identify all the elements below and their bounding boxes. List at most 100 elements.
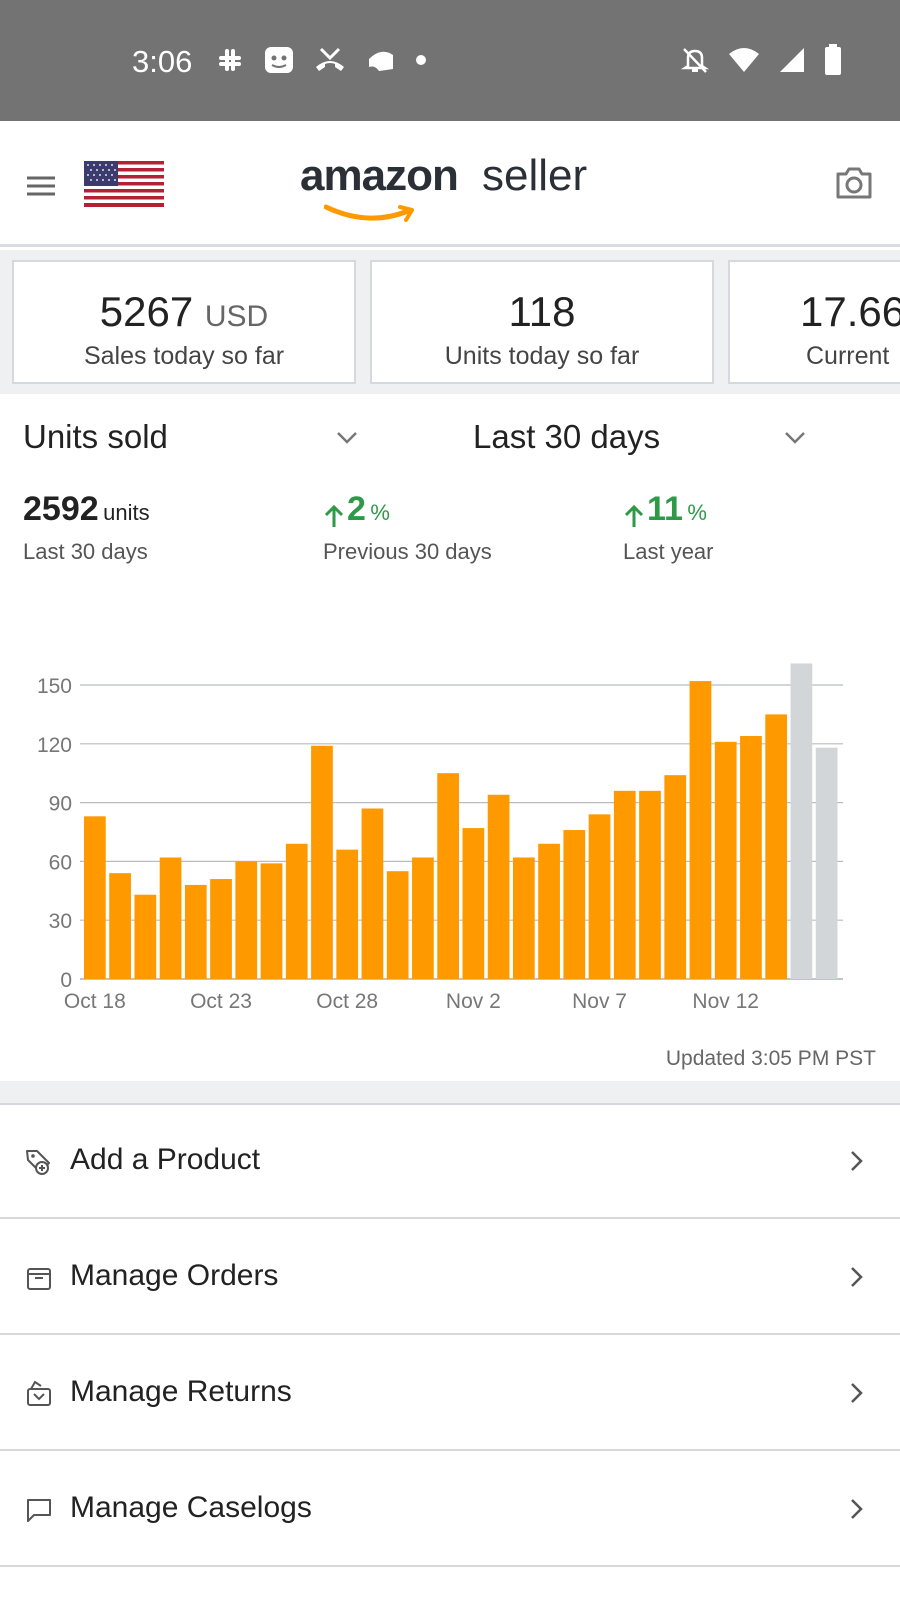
metric-dropdown[interactable]: Units sold bbox=[23, 418, 363, 468]
chevron-right-icon bbox=[851, 1499, 863, 1519]
stat-year-unit: % bbox=[687, 500, 707, 525]
kpi-sales-value: 5267 USD bbox=[99, 288, 269, 335]
menu-item-add-product[interactable]: Add a Product bbox=[0, 1105, 900, 1219]
chart-bar[interactable] bbox=[613, 790, 636, 979]
chart-bar[interactable] bbox=[664, 775, 687, 979]
kpi-units-label: Units today so far bbox=[444, 342, 640, 370]
chart-bar[interactable] bbox=[588, 814, 611, 979]
chart-bar[interactable] bbox=[210, 879, 232, 979]
chart-bar[interactable] bbox=[184, 884, 207, 979]
menu-icon[interactable] bbox=[24, 171, 58, 201]
x-tick-label: Nov 2 bbox=[446, 990, 501, 1013]
x-tick-label: Oct 28 bbox=[316, 990, 378, 1013]
amazon-seller-logo: amazon seller bbox=[300, 151, 610, 231]
chart-bar[interactable] bbox=[386, 871, 409, 979]
chart-bar[interactable] bbox=[412, 857, 434, 979]
battery-icon bbox=[824, 44, 842, 76]
kpi-units-value: 118 bbox=[508, 288, 576, 335]
us-flag-icon[interactable] bbox=[84, 161, 164, 207]
chevron-right-icon bbox=[851, 1151, 863, 1171]
range-dropdown[interactable]: Last 30 days bbox=[473, 418, 813, 468]
y-tick-label: 90 bbox=[49, 793, 72, 816]
menu-item-label: Manage Returns bbox=[70, 1375, 292, 1408]
camera-icon[interactable] bbox=[834, 165, 874, 201]
chart-bar[interactable] bbox=[765, 714, 788, 979]
y-tick-label: 0 bbox=[60, 969, 72, 992]
cloud-icon bbox=[365, 45, 397, 75]
status-time: 3:06 bbox=[132, 44, 193, 79]
chart-bar[interactable] bbox=[740, 735, 762, 979]
y-tick-label: 30 bbox=[49, 910, 72, 933]
stat-total-value: 2592 bbox=[23, 490, 99, 528]
notification-icons bbox=[215, 44, 427, 76]
chart-bar[interactable] bbox=[815, 747, 838, 979]
chart-bar[interactable] bbox=[512, 857, 535, 979]
menu-item-label: Manage Caselogs bbox=[70, 1491, 312, 1524]
stat-total-label: Last 30 days bbox=[23, 539, 148, 564]
chart-bar[interactable] bbox=[84, 816, 106, 979]
chart-bar[interactable] bbox=[159, 857, 182, 979]
chart-bar[interactable] bbox=[260, 863, 283, 979]
orders-box-icon bbox=[27, 1268, 51, 1290]
stat-total-unit: units bbox=[103, 500, 150, 525]
arrow-up-icon bbox=[624, 504, 644, 527]
y-tick-label: 120 bbox=[37, 734, 72, 757]
chart-bar[interactable] bbox=[285, 843, 308, 979]
chart-bar[interactable] bbox=[109, 873, 131, 979]
chevron-right-icon bbox=[851, 1383, 863, 1403]
updated-timestamp: Updated 3:05 PM PST bbox=[665, 1047, 876, 1070]
chart-bar[interactable] bbox=[639, 790, 661, 979]
chart-bar[interactable] bbox=[437, 773, 459, 979]
brand-amazon: amazon bbox=[300, 151, 459, 200]
menu-item-manage-caselogs[interactable]: Manage Caselogs bbox=[0, 1453, 900, 1567]
stat-previous-unit: % bbox=[370, 500, 390, 525]
stat-year-label: Last year bbox=[623, 539, 714, 564]
chart-bar[interactable] bbox=[361, 808, 384, 979]
stat-year-value: 11 bbox=[647, 490, 683, 528]
add-product-tag-icon bbox=[26, 1150, 50, 1175]
kpi-card-sales[interactable]: 5267 USD Sales today so far bbox=[12, 260, 356, 384]
stat-total-units: 2592 units Last 30 days bbox=[23, 490, 150, 565]
chart-bar[interactable] bbox=[790, 663, 813, 979]
kpi-current-value: 17.66 bbox=[800, 288, 900, 335]
bar-chart[interactable]: 0 30 60 90 120 150 Oct 18 Oct 23 Oct 28 Nov 2 Nov … bbox=[0, 640, 900, 1020]
chart-bar[interactable] bbox=[336, 849, 359, 979]
chart-bar[interactable] bbox=[462, 828, 485, 979]
chart-bar[interactable] bbox=[235, 861, 258, 979]
kpi-card-units[interactable]: 118 Units today so far bbox=[370, 260, 714, 384]
chart-bar[interactable] bbox=[714, 741, 737, 979]
range-dropdown-value: Last 30 days bbox=[473, 418, 661, 455]
kpi-card-current[interactable]: 17.66 Current bbox=[728, 260, 900, 384]
stat-last-year: 11 % Last year bbox=[623, 490, 714, 565]
chart-bar[interactable] bbox=[563, 830, 586, 979]
status-bar: 3:06 bbox=[0, 0, 900, 121]
caselog-chat-icon bbox=[27, 1499, 51, 1522]
chart-bar[interactable] bbox=[134, 894, 157, 979]
chevron-down-icon bbox=[785, 432, 805, 444]
missed-call-icon bbox=[313, 45, 347, 75]
section-divider bbox=[0, 1081, 900, 1105]
y-tick-label: 60 bbox=[49, 851, 72, 874]
x-tick-label: Nov 7 bbox=[572, 990, 627, 1013]
menu-item-manage-returns[interactable]: Manage Returns bbox=[0, 1337, 900, 1451]
kpi-strip[interactable]: 5267 USD Sales today so far 118 Units to… bbox=[0, 250, 900, 394]
app-header: amazon seller bbox=[0, 121, 900, 247]
x-tick-label: Oct 18 bbox=[64, 990, 126, 1013]
menu-item-manage-orders[interactable]: Manage Orders bbox=[0, 1221, 900, 1335]
units-sold-chart[interactable]: 0 30 60 90 120 150 Oct 18 Oct 23 Oct 28 Nov 2 Nov … bbox=[0, 640, 900, 1020]
stat-previous-label: Previous 30 days bbox=[323, 539, 492, 564]
slack-icon bbox=[215, 45, 245, 75]
stat-previous-period: 2 % Previous 30 days bbox=[323, 490, 492, 565]
menu-item-label: Manage Orders bbox=[70, 1259, 279, 1292]
returns-box-icon bbox=[27, 1380, 51, 1406]
x-tick-label: Nov 12 bbox=[692, 990, 759, 1013]
notifications-off-icon bbox=[680, 45, 710, 75]
chart-bar[interactable] bbox=[487, 794, 510, 979]
app-icon bbox=[263, 44, 295, 76]
chart-bar[interactable] bbox=[538, 843, 560, 979]
chart-bar[interactable] bbox=[311, 745, 333, 979]
system-icons bbox=[680, 44, 842, 76]
chart-bar[interactable] bbox=[689, 681, 712, 979]
metric-dropdown-value: Units sold bbox=[23, 418, 168, 455]
chevron-down-icon bbox=[337, 432, 357, 444]
